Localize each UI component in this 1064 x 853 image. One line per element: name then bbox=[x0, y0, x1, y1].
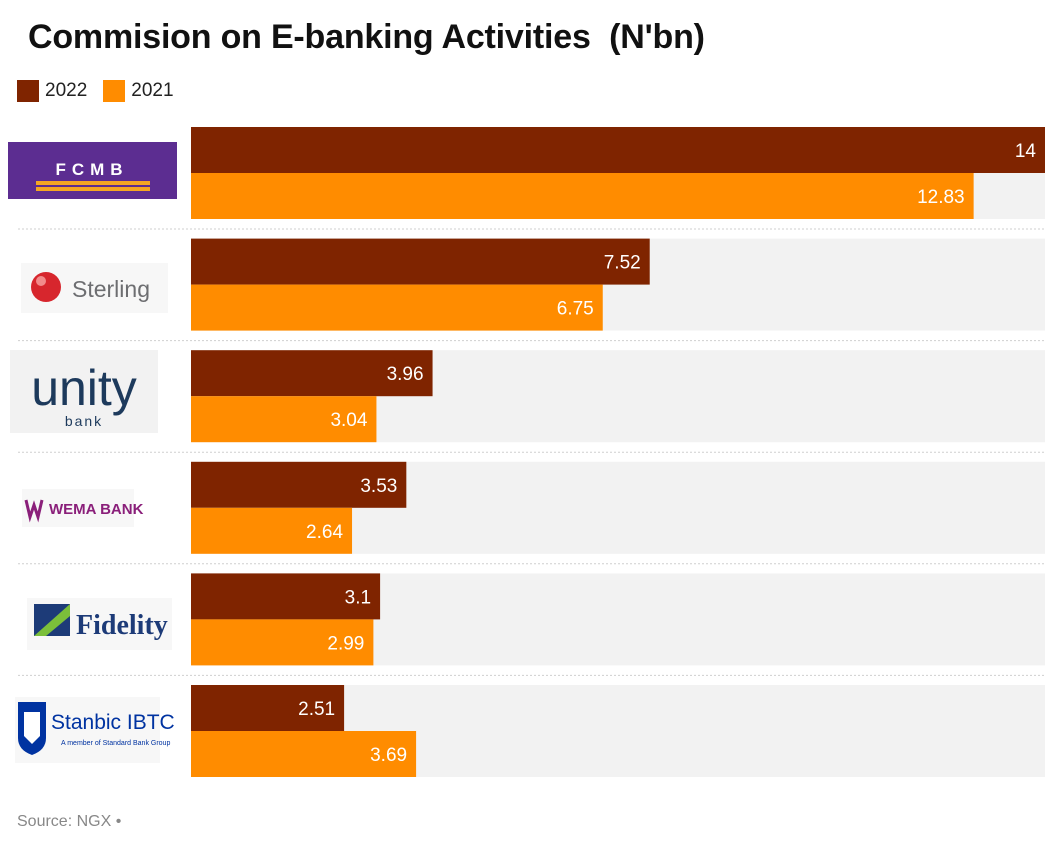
data-label-wema-bank-2021: 2.64 bbox=[306, 522, 343, 543]
fidelity-logo: Fidelity bbox=[27, 598, 172, 650]
legend-label-2021: 2021 bbox=[131, 80, 174, 101]
data-label-unity-bank-2022: 3.96 bbox=[387, 364, 424, 385]
data-label-fcmb-2022: 14 bbox=[1015, 141, 1037, 162]
legend-item-2022[interactable]: 2022 bbox=[17, 80, 87, 102]
fcmb-logo-text: FCMB bbox=[55, 160, 128, 179]
legend: 2022 2021 bbox=[17, 80, 190, 102]
bar-fcmb-2021[interactable] bbox=[191, 173, 974, 219]
stanbic-ibtc-logo: Stanbic IBTC A member of Standard Bank G… bbox=[15, 697, 175, 763]
legend-swatch-2022 bbox=[17, 80, 39, 102]
data-label-fidelity-2021: 2.99 bbox=[327, 633, 364, 654]
bar-unity-bank-2021[interactable] bbox=[191, 396, 377, 443]
data-label-fcmb-2021: 12.83 bbox=[917, 187, 965, 208]
bar-group-sterling: 7.52 6.75 bbox=[18, 238, 1045, 342]
unity-logo-text: unity bbox=[31, 360, 137, 416]
wema-bank-logo: WEMA BANK bbox=[22, 489, 144, 527]
bar-group-fidelity: 3.1 2.99 bbox=[18, 573, 1045, 676]
data-label-unity-bank-2021: 3.04 bbox=[330, 410, 367, 431]
unity-bank-logo: unity bank bbox=[10, 350, 158, 433]
bar-group-stanbic-ibtc: 2.51 3.69 bbox=[191, 685, 1045, 777]
bar-group-fcmb: 14 12.83 bbox=[18, 127, 1045, 230]
wema-logo-mark bbox=[24, 499, 44, 523]
data-label-sterling-2022: 7.52 bbox=[604, 253, 641, 274]
bar-stanbic-ibtc-2022[interactable] bbox=[191, 685, 345, 731]
bars-layer: 14 12.83 7.52 6.75 3.96 3.04 3.53 2.64 3.1 2.99 2.… bbox=[18, 127, 1045, 777]
sterling-logo-ball bbox=[31, 272, 61, 302]
sterling-logo-text: Sterling bbox=[72, 276, 150, 302]
stanbic-logo-subtext: A member of Standard Bank Group bbox=[61, 740, 170, 747]
data-label-stanbic-ibtc-2022: 2.51 bbox=[298, 699, 335, 720]
bar-wema-bank-2021[interactable] bbox=[191, 507, 353, 554]
source-note: Source: NGX • bbox=[17, 813, 122, 830]
data-label-fidelity-2022: 3.1 bbox=[345, 587, 371, 608]
stanbic-logo-shield-inner bbox=[24, 712, 40, 744]
fidelity-logo-stripe bbox=[34, 604, 70, 636]
bar-wema-bank-2022[interactable] bbox=[191, 461, 407, 508]
data-label-stanbic-ibtc-2021: 3.69 bbox=[370, 745, 407, 766]
stanbic-logo-text: Stanbic IBTC bbox=[51, 711, 175, 734]
legend-label-2022: 2022 bbox=[45, 80, 88, 101]
fcmb-logo: FCMB bbox=[8, 142, 177, 199]
bar-group-wema-bank: 3.53 2.64 bbox=[18, 461, 1045, 565]
bar-group-unity-bank: 3.96 3.04 bbox=[18, 350, 1045, 453]
bar-sterling-2021[interactable] bbox=[191, 284, 603, 331]
bar-sterling-2022[interactable] bbox=[191, 238, 650, 285]
bar-fidelity-2022[interactable] bbox=[191, 573, 381, 620]
wema-logo-text: WEMA BANK bbox=[49, 501, 144, 518]
bar-unity-bank-2022[interactable] bbox=[191, 350, 433, 397]
chart-title: Commision on E-banking Activities (N'bn) bbox=[28, 18, 705, 56]
legend-swatch-2021 bbox=[103, 80, 126, 102]
legend-item-2021[interactable]: 2021 bbox=[103, 80, 174, 102]
sterling-logo: Sterling bbox=[21, 263, 168, 313]
sterling-logo-highlight bbox=[36, 276, 46, 286]
bar-stanbic-ibtc-2021[interactable] bbox=[191, 731, 417, 777]
fcmb-logo-stripe bbox=[36, 181, 150, 185]
fcmb-logo-stripe bbox=[36, 187, 150, 191]
fidelity-logo-text: Fidelity bbox=[76, 610, 168, 641]
bar-fidelity-2021[interactable] bbox=[191, 619, 374, 666]
data-label-wema-bank-2022: 3.53 bbox=[360, 476, 397, 497]
data-label-sterling-2021: 6.75 bbox=[557, 299, 594, 320]
bar-fcmb-2022[interactable] bbox=[191, 127, 1045, 173]
unity-logo-subtext: bank bbox=[65, 413, 103, 429]
